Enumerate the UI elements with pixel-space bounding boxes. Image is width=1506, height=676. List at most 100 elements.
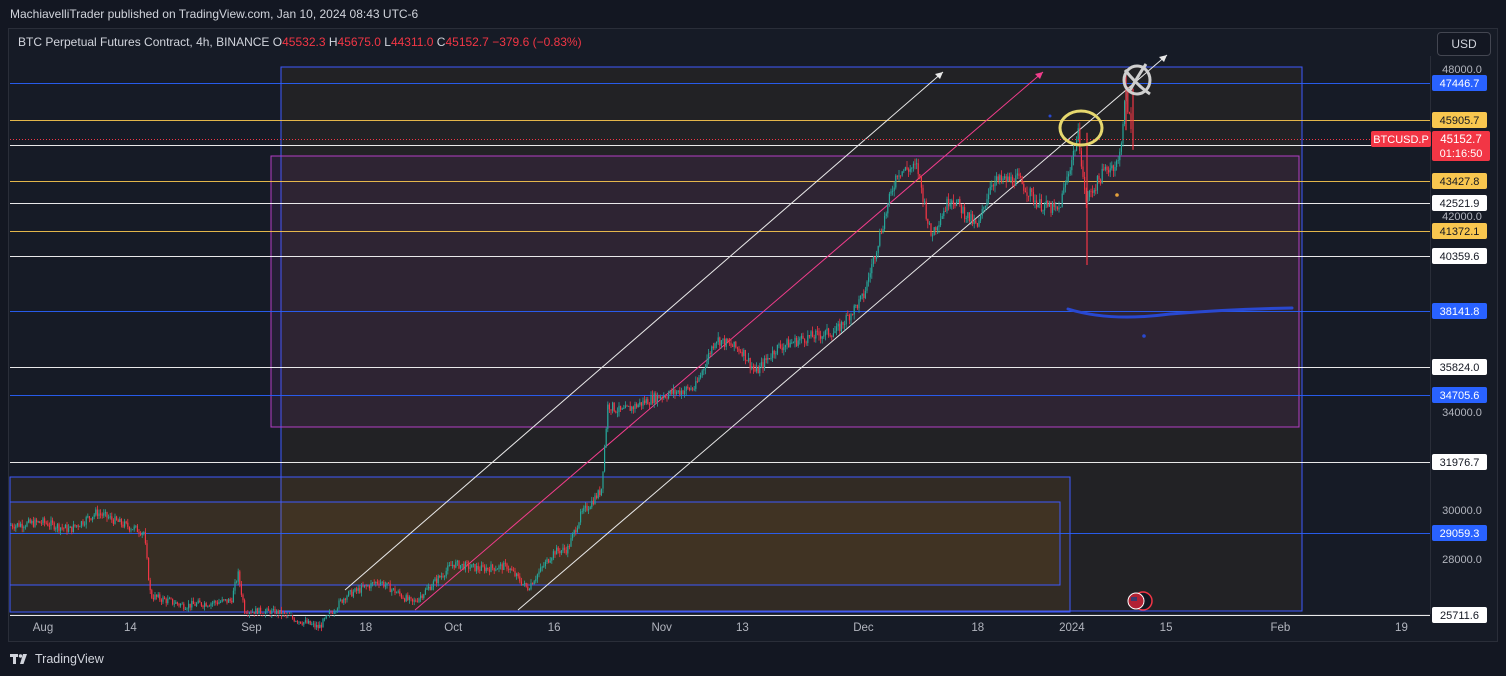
x-tick-label: Sep: [241, 622, 261, 634]
candle-body: [180, 603, 182, 606]
channel-mid-arrow: [1035, 72, 1043, 79]
candle-body: [826, 328, 828, 331]
candle-body: [730, 342, 732, 346]
tradingview-logo[interactable]: TradingView: [10, 652, 104, 666]
candle-body: [383, 582, 385, 587]
candle-body: [856, 304, 858, 309]
candle-body: [596, 495, 598, 499]
candle-body: [341, 599, 343, 603]
candle-body: [823, 335, 825, 337]
candle-body: [1010, 176, 1012, 181]
y-tick-label: 34000.0: [1442, 407, 1482, 419]
candle-body: [132, 529, 134, 531]
candle-body: [480, 565, 482, 571]
candle-body: [1130, 113, 1132, 130]
candle-body: [676, 392, 678, 394]
candle-body: [708, 353, 710, 360]
candle-body: [744, 349, 746, 361]
candle-body: [1082, 166, 1084, 177]
candle-body: [842, 322, 844, 325]
candle-body: [84, 524, 86, 526]
candle-body: [56, 524, 58, 529]
candle-body: [48, 525, 50, 527]
candle-body: [909, 168, 911, 172]
candle-body: [196, 603, 198, 606]
candle-body: [77, 525, 79, 527]
level-label-bg-7: [1432, 303, 1487, 319]
candle-body: [37, 521, 39, 523]
candle-body: [29, 519, 31, 524]
candle-body: [1106, 166, 1108, 171]
candle-body: [972, 214, 974, 224]
candle-body: [40, 522, 42, 524]
candle-body: [951, 200, 953, 204]
candle-body: [53, 522, 55, 530]
candle-body: [839, 323, 841, 332]
candle-body: [872, 257, 874, 265]
candle-body: [733, 341, 735, 347]
candle-body: [1114, 167, 1116, 172]
candle-body: [32, 520, 34, 527]
candle-body: [140, 533, 142, 535]
last-price-label-bg: [1432, 131, 1490, 161]
candle-body: [509, 568, 511, 570]
candle-body: [704, 367, 706, 370]
x-tick-label: 13: [736, 622, 749, 634]
candle-body: [378, 583, 380, 585]
candle-body: [404, 598, 406, 602]
candle-body: [160, 599, 162, 602]
candle-body: [1122, 124, 1124, 144]
candle-body: [1034, 200, 1036, 203]
candle-body: [964, 207, 966, 219]
candle-body: [743, 349, 745, 356]
candle-body: [292, 615, 294, 619]
candle-body: [168, 598, 170, 600]
candle-body: [100, 513, 102, 515]
candle-body: [693, 388, 695, 390]
candle-body: [847, 315, 849, 316]
candle-body: [437, 575, 439, 584]
candle-body: [789, 342, 791, 348]
candle-body: [783, 347, 785, 351]
candle-body: [92, 516, 94, 520]
candle-body: [420, 595, 422, 599]
candle-body: [300, 621, 302, 624]
candle-body: [685, 386, 687, 391]
candle-body: [616, 412, 618, 413]
candle-body: [189, 603, 191, 608]
candle-body: [565, 549, 567, 554]
blue-marker-dot: [1142, 334, 1146, 338]
candle-body: [242, 594, 244, 601]
currency-button[interactable]: USD: [1437, 32, 1491, 56]
candle-body: [263, 614, 265, 616]
candle-body: [807, 335, 809, 343]
candle-body: [213, 601, 215, 603]
chart-panel[interactable]: [8, 28, 1498, 642]
candle-body: [154, 594, 156, 600]
candle-body: [664, 396, 666, 398]
candle-body: [757, 367, 759, 374]
candle-body: [858, 299, 860, 309]
candle-body: [484, 566, 486, 572]
candle-body: [599, 490, 601, 496]
candle-body: [44, 518, 46, 523]
candle-body: [832, 333, 834, 337]
candle-body: [1071, 160, 1073, 171]
candle-body: [1032, 192, 1034, 203]
candle-body: [1093, 189, 1095, 193]
symbol-tag: BTCUSD.P: [1373, 134, 1429, 146]
candle-body: [578, 522, 580, 529]
candle-body: [965, 218, 967, 219]
candle-body: [260, 607, 262, 614]
level-label-bg-12: [1432, 607, 1487, 623]
candle-body: [268, 608, 270, 611]
candle-body: [1050, 204, 1052, 213]
candle-body: [498, 565, 500, 569]
candle-body: [85, 517, 87, 525]
symbol-tag-bg: [1371, 131, 1431, 147]
candle-body: [71, 526, 73, 532]
candle-body: [834, 331, 836, 334]
candle-body: [384, 585, 386, 587]
candle-body: [764, 358, 766, 369]
